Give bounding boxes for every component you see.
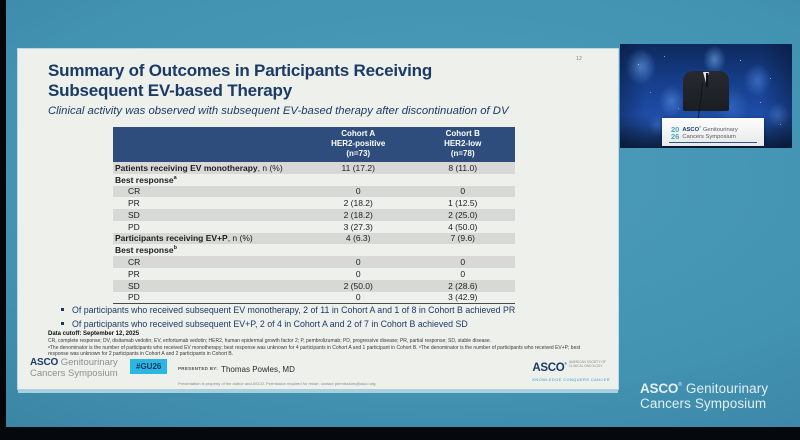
table-header: Cohort A HER2-positive (n=73) Cohort B H… xyxy=(113,127,515,162)
cohort-a-value: 4 (6.3) xyxy=(305,232,411,245)
registered-mark: ® xyxy=(699,124,702,129)
cohort-b-value: 3 (42.9) xyxy=(448,292,478,303)
cohort-b-value: 7 (9.6) xyxy=(410,232,515,245)
cohort-b-value: 1 (12.5) xyxy=(448,198,478,209)
stage-backdrop-sparkles xyxy=(620,44,621,45)
cohort-a-value: 11 (17.2) xyxy=(305,162,411,174)
cohort-a-value: 0 xyxy=(355,268,361,279)
podium-year: 20 26 xyxy=(671,124,680,141)
slide-title: Summary of Outcomes in Participants Rece… xyxy=(48,61,432,102)
table-row-label: PR xyxy=(128,198,140,209)
table-row: SD 2 (18.2) 2 (25.0) xyxy=(113,209,515,221)
left-edge-bar xyxy=(0,0,6,440)
cohort-b-value: 0 xyxy=(410,185,515,198)
slide-bottom-stripe xyxy=(18,389,618,393)
presenter-tie xyxy=(705,73,708,87)
table-row: PD 0 3 (42.9) xyxy=(113,292,515,304)
podium: 20 26 ASCO® Genitourinary Cancers Symposi… xyxy=(662,118,764,146)
presenter-figure xyxy=(678,58,734,124)
presented-by-label: PRESENTED BY: xyxy=(178,366,219,371)
cohort-b-value: 8 (11.0) xyxy=(410,162,515,174)
table-row: CR 0 0 xyxy=(113,185,515,198)
table-row-label: CR xyxy=(113,256,306,269)
hashtag-badge: #GU26 xyxy=(130,359,168,374)
podium-sign-text: ASCO® Genitourinary Cancers Symposium xyxy=(682,124,738,140)
table-row: Participants receiving EV+P, n (%) 4 (6.3… xyxy=(113,232,515,245)
table-row: PR 0 0 xyxy=(113,268,515,280)
registered-mark: ® xyxy=(678,382,683,388)
table-section-label: Best responsea xyxy=(115,174,177,185)
footer-symposium-logo: ASCO Genitourinary Cancers Symposium xyxy=(30,357,118,379)
permission-disclaimer: Presentation is property of the author a… xyxy=(178,380,377,386)
table-row-label: Patients receiving EV monotherapy, n (%) xyxy=(113,162,306,174)
header-cohort-a: Cohort A HER2-positive (n=73) xyxy=(305,127,411,162)
cohort-b-value: 0 xyxy=(410,256,515,269)
table-body: Patients receiving EV monotherapy, n (%)… xyxy=(113,162,515,304)
table-row-label: CR xyxy=(113,185,306,198)
table-row: SD 2 (50.0) 2 (28.6) xyxy=(113,279,515,292)
cohort-a-value: 0 xyxy=(355,292,361,303)
bottom-letterbox-bar xyxy=(0,427,800,440)
slide-title-line2: Subsequent EV-based Therapy xyxy=(48,81,292,101)
asco-tagline: KNOWLEDGE CONQUERS CANCER xyxy=(532,376,610,382)
table-row-label: PD xyxy=(128,221,140,232)
table-row: Best responsea xyxy=(113,174,515,186)
table-row: Patients receiving EV monotherapy, n (%)… xyxy=(113,162,515,174)
table-row-label: PR xyxy=(128,268,140,279)
slide-title-line1: Summary of Outcomes in Participants Rece… xyxy=(48,61,433,80)
registered-mark: ® xyxy=(564,362,567,366)
bullet-item: Of participants who received subsequent … xyxy=(60,305,515,315)
cohort-b-value: 4 (50.0) xyxy=(448,221,478,232)
cohort-a-value: 0 xyxy=(305,185,411,198)
table-row: Best responseb xyxy=(113,244,515,256)
presenter-name: Thomas Powles, MD xyxy=(221,365,295,374)
slide-number: 12 xyxy=(575,56,582,62)
slide-footer: ASCO Genitourinary Cancers Symposium #GU… xyxy=(18,355,618,385)
cohort-b-value: 2 (28.6) xyxy=(410,279,515,292)
header-empty-cell xyxy=(113,127,306,162)
cohort-a-value: 3 (27.3) xyxy=(343,221,373,232)
denominator-footnote: ᵃThe denominator is the number of partic… xyxy=(48,344,581,358)
presented-by-block: PRESENTED BY: Thomas Powles, MD Presentat… xyxy=(178,359,377,386)
table-section-label: Best responseb xyxy=(115,245,177,256)
cohort-a-value: 2 (50.0) xyxy=(305,279,411,292)
stream-brand: ASCO® Genitourinary Cancers Symposium xyxy=(640,381,769,412)
slide-subtitle: Clinical activity was observed with subs… xyxy=(48,105,509,117)
asco-logo: ASCO® AMERICAN SOCIETY OF CLINICAL ONCOLOG… xyxy=(532,360,610,382)
cohort-a-value: 2 (18.2) xyxy=(343,198,373,209)
table-row: PR 2 (18.2) 1 (12.5) xyxy=(113,197,515,209)
presenter-video: 20 26 ASCO® Genitourinary Cancers Symposi… xyxy=(620,44,792,148)
table-row-label: Participants receiving EV+P, n (%) xyxy=(113,232,306,245)
outcomes-table: Cohort A HER2-positive (n=73) Cohort B H… xyxy=(113,127,515,304)
table-row-label: PD xyxy=(128,292,140,303)
table-row: PD 3 (27.3) 4 (50.0) xyxy=(113,221,515,233)
cohort-a-value: 0 xyxy=(305,256,411,269)
table-row-label: SD xyxy=(113,279,306,292)
cohort-b-value: 2 (25.0) xyxy=(410,209,515,221)
abbreviations-footnote: CR, complete response; DV, disitamab ved… xyxy=(48,338,492,344)
table-row-label: SD xyxy=(113,209,306,221)
summary-bullets: Of participants who received subsequent … xyxy=(60,305,515,332)
bullet-item: Of participants who received subsequent … xyxy=(60,319,515,329)
cohort-a-value: 2 (18.2) xyxy=(305,209,411,221)
table-row: CR 0 0 xyxy=(113,256,515,269)
presentation-slide: 12 Summary of Outcomes in Participants R… xyxy=(18,49,618,389)
header-cohort-b: Cohort B HER2-low (n=78) xyxy=(410,127,515,162)
data-cutoff: Data cutoff: September 12, 2025 xyxy=(48,331,140,337)
cohort-b-value: 0 xyxy=(460,268,466,279)
